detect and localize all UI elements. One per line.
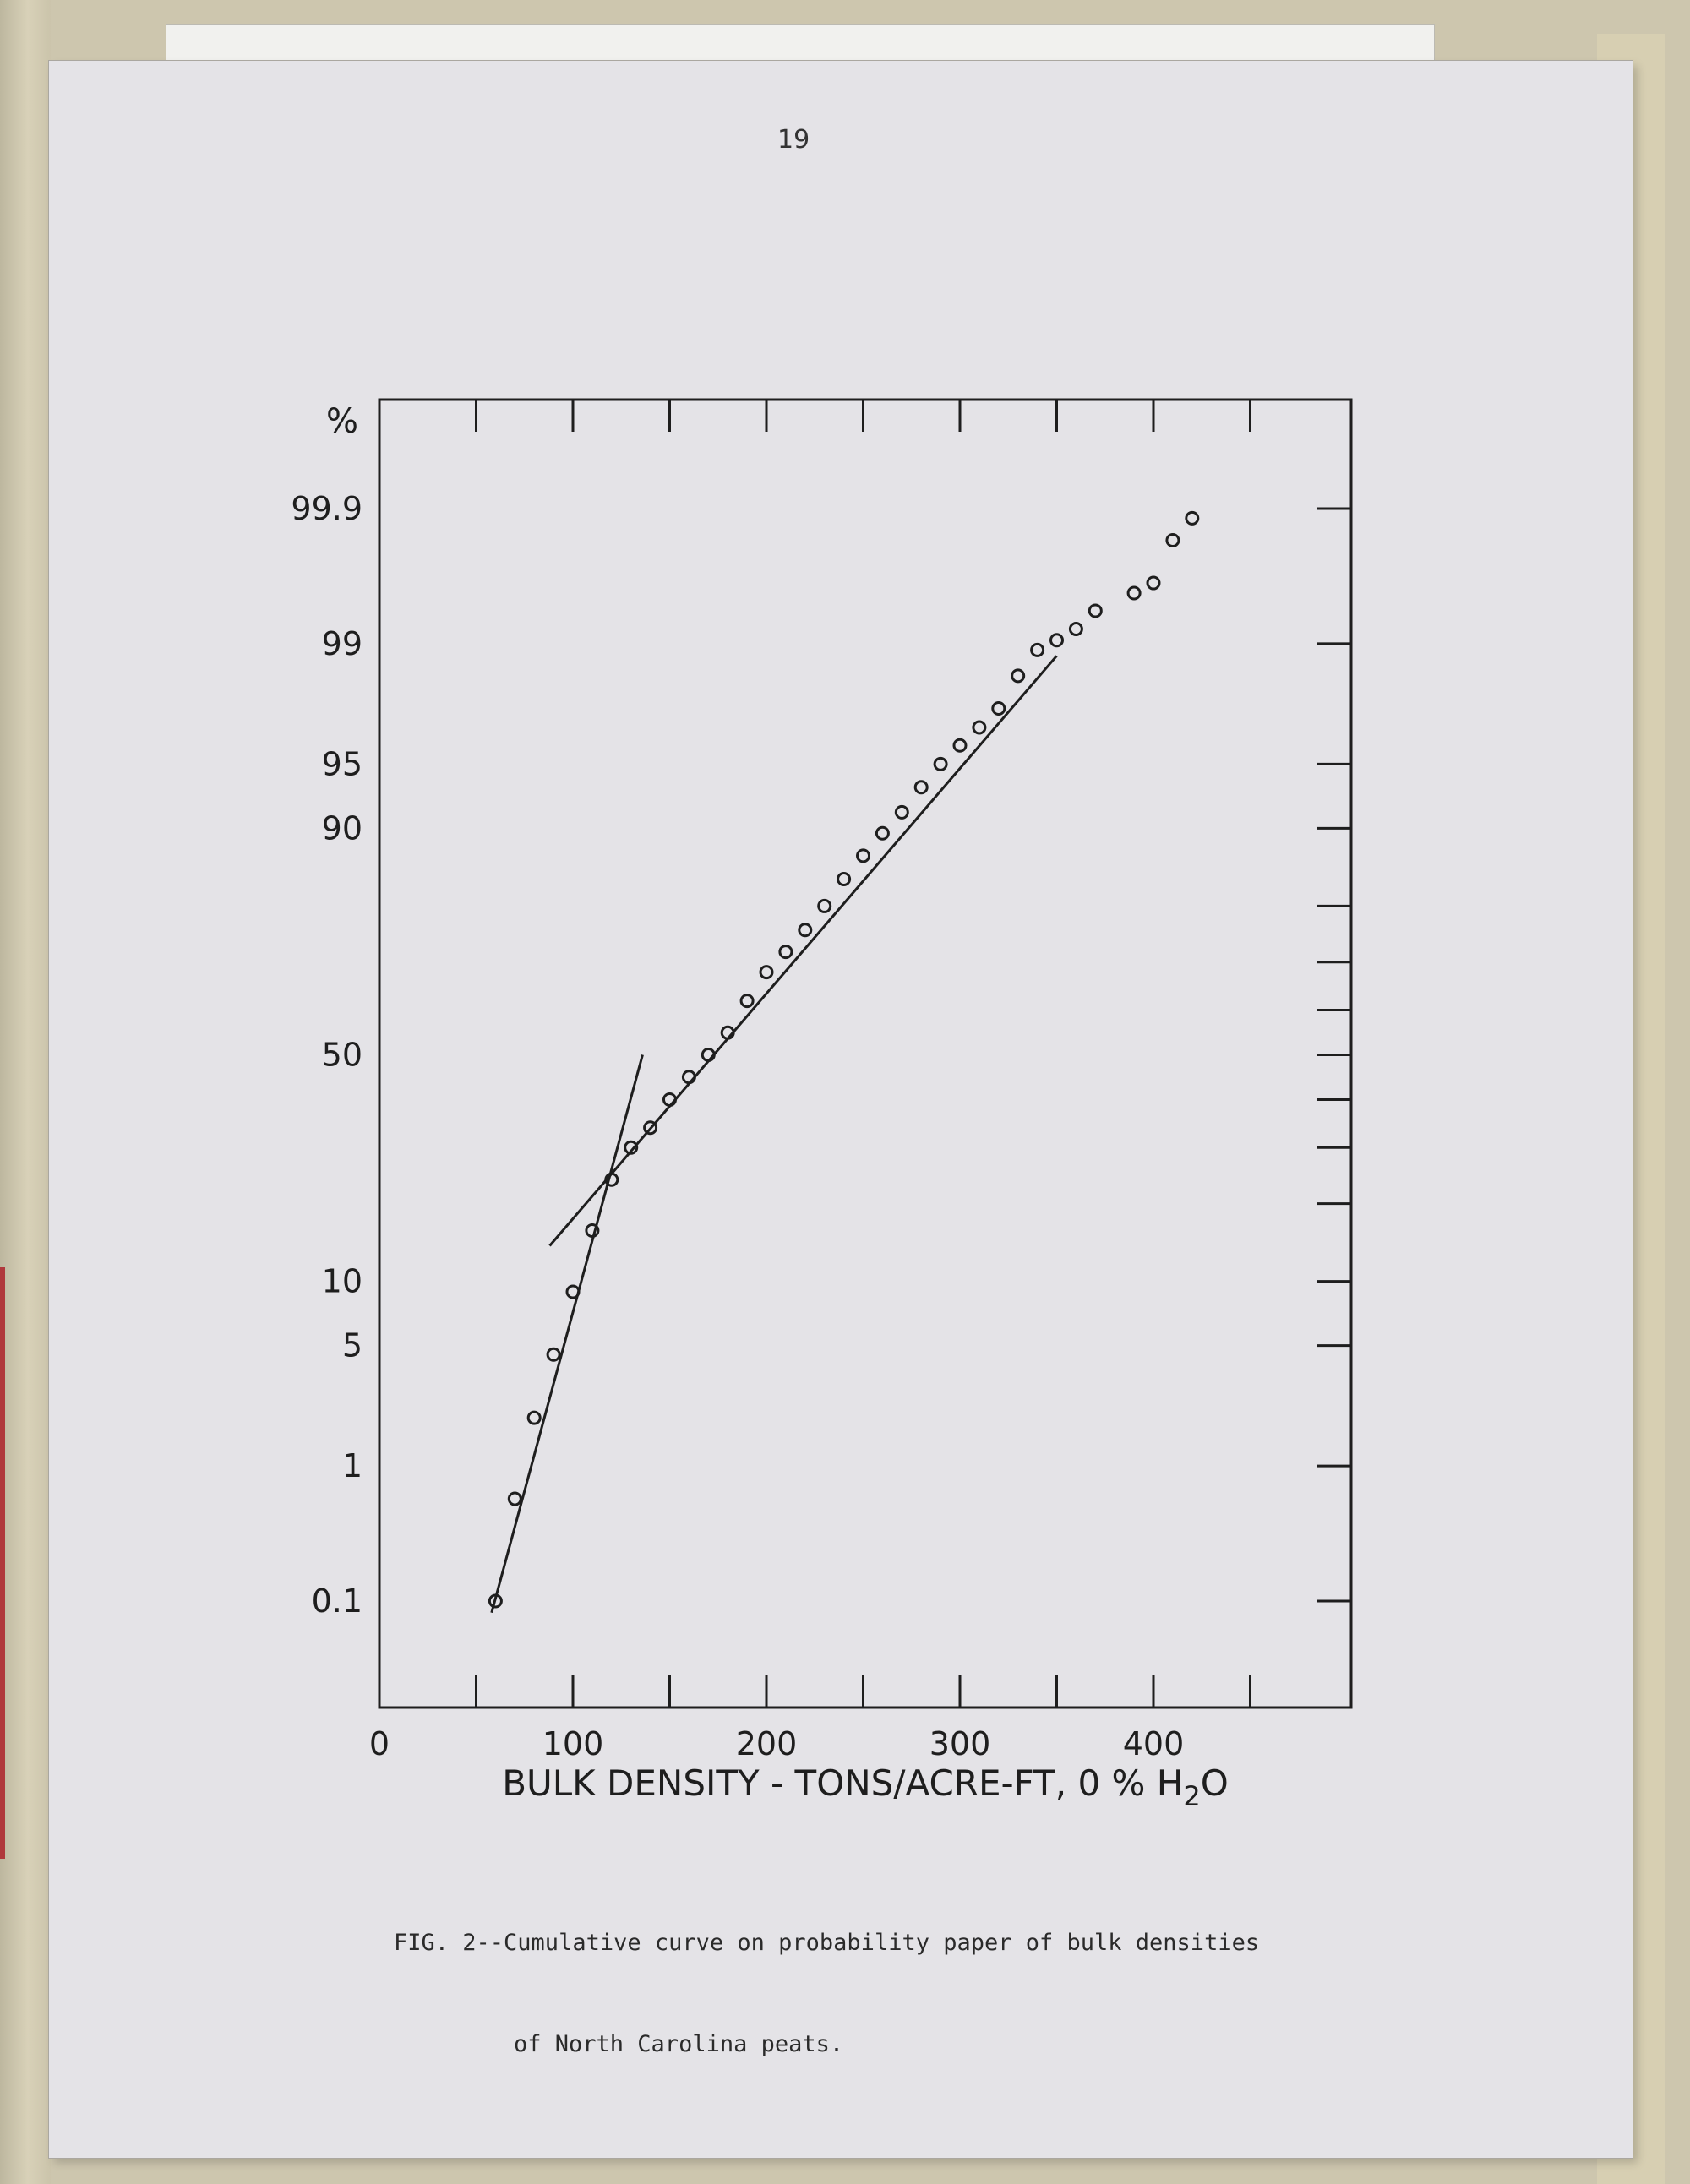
data-point xyxy=(759,965,774,980)
data-point xyxy=(856,848,870,863)
y-tick-label: 50 xyxy=(322,1037,363,1074)
fit-line xyxy=(490,1054,644,1614)
data-point xyxy=(488,1593,503,1609)
y-tick-label: 95 xyxy=(322,745,363,782)
plot-frame xyxy=(378,398,1353,1709)
data-point xyxy=(991,700,1006,716)
x-axis-label-main: BULK DENSITY - TONS/ACRE-FT, 0 % H xyxy=(502,1762,1183,1804)
x-tick-labels: 0 100 200 300 400 xyxy=(369,1725,1184,1762)
x-tick-label: 200 xyxy=(736,1725,798,1762)
x-tick-label: 400 xyxy=(1123,1725,1185,1762)
figure-caption: FIG. 2--Cumulative curve on probability … xyxy=(394,1859,1492,2095)
x-axis-label-tail: O xyxy=(1201,1762,1229,1804)
data-point xyxy=(913,780,929,795)
book-binding xyxy=(0,0,51,2184)
x-axis-label: BULK DENSITY - TONS/ACRE-FT, 0 % H2O xyxy=(502,1762,1229,1812)
fit-lines xyxy=(490,655,1058,1614)
data-point xyxy=(817,898,832,913)
data-point xyxy=(1126,585,1142,601)
x-ticks-bottom xyxy=(475,1675,1251,1707)
data-point xyxy=(739,994,755,1009)
data-point xyxy=(720,1025,735,1040)
data-point xyxy=(1165,532,1180,547)
data-point xyxy=(875,825,890,841)
y-axis-label: % xyxy=(326,402,358,441)
binding-red-edge xyxy=(0,1267,5,1859)
y-tick-label: 90 xyxy=(322,809,363,847)
data-point xyxy=(1011,668,1026,684)
data-point xyxy=(1068,622,1083,637)
data-point xyxy=(701,1048,716,1062)
data-point xyxy=(1146,575,1161,591)
y-tick-label: 99 xyxy=(322,625,363,662)
x-tick-label: 0 xyxy=(369,1725,390,1762)
data-point xyxy=(778,945,793,960)
data-points xyxy=(488,510,1200,1609)
data-point xyxy=(952,738,968,753)
data-point xyxy=(1185,510,1200,526)
data-point xyxy=(681,1070,696,1085)
x-ticks-top xyxy=(475,400,1251,432)
x-axis-label-subscript: 2 xyxy=(1183,1780,1200,1812)
data-point xyxy=(972,720,987,735)
y-ticks xyxy=(1317,507,1351,1603)
data-point xyxy=(894,804,909,820)
plot-border xyxy=(378,398,1353,1709)
y-tick-label: 0.1 xyxy=(312,1582,363,1620)
data-point xyxy=(507,1491,522,1506)
y-tick-label: 5 xyxy=(342,1327,363,1364)
data-point xyxy=(624,1140,639,1155)
y-tick-label: 10 xyxy=(322,1263,363,1300)
fit-line xyxy=(548,655,1058,1247)
data-point xyxy=(1030,642,1045,657)
x-tick-label: 100 xyxy=(542,1725,604,1762)
caption-line-2: of North Carolina peats. xyxy=(514,2031,844,2057)
data-point xyxy=(837,871,852,886)
data-point xyxy=(526,1410,542,1425)
data-point xyxy=(1088,603,1103,618)
y-tick-label: 1 xyxy=(342,1447,363,1484)
x-tick-label: 300 xyxy=(930,1725,991,1762)
data-point xyxy=(662,1092,677,1108)
caption-line-1: FIG. 2--Cumulative curve on probability … xyxy=(394,1930,1260,1956)
y-tick-labels: 99.9 99 95 90 50 10 5 1 0.1 xyxy=(291,490,363,1620)
data-point xyxy=(604,1172,619,1187)
data-point xyxy=(585,1223,600,1239)
data-point xyxy=(1049,633,1064,648)
data-point xyxy=(643,1120,658,1136)
data-point xyxy=(933,756,948,771)
y-tick-label: 99.9 xyxy=(291,490,363,527)
data-point xyxy=(565,1284,581,1299)
data-point xyxy=(546,1347,561,1362)
data-point xyxy=(798,923,813,938)
document-page xyxy=(49,61,1633,2158)
page-number: 19 xyxy=(777,125,810,155)
